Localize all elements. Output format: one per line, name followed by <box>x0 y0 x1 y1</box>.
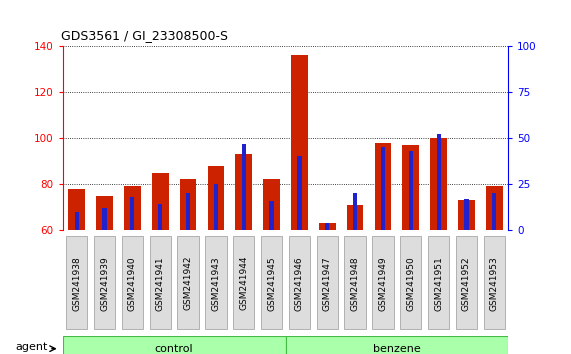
Text: GSM241945: GSM241945 <box>267 256 276 310</box>
Bar <box>208 166 224 230</box>
Text: GSM241949: GSM241949 <box>379 256 388 310</box>
Bar <box>242 144 246 230</box>
Bar <box>286 336 508 354</box>
Bar <box>297 156 301 230</box>
Bar <box>492 193 496 230</box>
Bar <box>291 55 308 230</box>
Bar <box>235 154 252 230</box>
FancyBboxPatch shape <box>344 236 366 329</box>
Text: GSM241943: GSM241943 <box>211 256 220 310</box>
FancyBboxPatch shape <box>178 236 199 329</box>
Bar <box>381 147 385 230</box>
Bar <box>375 143 391 230</box>
Bar <box>102 208 107 230</box>
Text: GSM241941: GSM241941 <box>156 256 165 310</box>
Bar <box>158 204 162 230</box>
FancyBboxPatch shape <box>372 236 393 329</box>
Bar <box>63 336 286 354</box>
Text: GSM241947: GSM241947 <box>323 256 332 310</box>
Text: GSM241938: GSM241938 <box>72 256 81 310</box>
FancyBboxPatch shape <box>150 236 171 329</box>
FancyBboxPatch shape <box>428 236 449 329</box>
Text: control: control <box>155 344 194 354</box>
Bar <box>325 223 329 230</box>
Bar <box>152 172 168 230</box>
Bar <box>180 179 196 230</box>
FancyBboxPatch shape <box>122 236 143 329</box>
FancyBboxPatch shape <box>400 236 421 329</box>
Text: GSM241953: GSM241953 <box>490 256 499 310</box>
FancyBboxPatch shape <box>484 236 505 329</box>
Bar <box>214 184 218 230</box>
FancyBboxPatch shape <box>456 236 477 329</box>
Text: benzene: benzene <box>373 344 421 354</box>
Bar <box>124 186 140 230</box>
FancyBboxPatch shape <box>261 236 282 329</box>
Bar <box>130 197 135 230</box>
Bar <box>270 201 274 230</box>
Text: GSM241944: GSM241944 <box>239 256 248 310</box>
Text: GSM241950: GSM241950 <box>406 256 415 310</box>
FancyBboxPatch shape <box>316 236 338 329</box>
Text: GDS3561 / GI_23308500-S: GDS3561 / GI_23308500-S <box>61 29 228 42</box>
Bar <box>464 199 469 230</box>
Text: GSM241942: GSM241942 <box>183 256 192 310</box>
Bar <box>69 189 85 230</box>
Text: GSM241948: GSM241948 <box>351 256 360 310</box>
Bar <box>347 205 363 230</box>
Bar <box>486 186 502 230</box>
Bar <box>319 223 336 230</box>
Bar <box>75 212 79 230</box>
Bar <box>403 145 419 230</box>
Text: GSM241939: GSM241939 <box>100 256 109 310</box>
FancyBboxPatch shape <box>233 236 255 329</box>
Text: GSM241946: GSM241946 <box>295 256 304 310</box>
Bar <box>263 179 280 230</box>
Bar <box>409 151 413 230</box>
Text: agent: agent <box>15 342 47 353</box>
Text: GSM241940: GSM241940 <box>128 256 137 310</box>
Bar <box>431 138 447 230</box>
Bar <box>458 200 475 230</box>
Bar <box>186 193 190 230</box>
Text: GSM241951: GSM241951 <box>434 256 443 310</box>
Bar <box>96 195 113 230</box>
Text: GSM241952: GSM241952 <box>462 256 471 310</box>
FancyBboxPatch shape <box>66 236 87 329</box>
FancyBboxPatch shape <box>289 236 310 329</box>
FancyBboxPatch shape <box>205 236 227 329</box>
Bar <box>436 135 441 230</box>
Bar <box>353 193 357 230</box>
FancyBboxPatch shape <box>94 236 115 329</box>
